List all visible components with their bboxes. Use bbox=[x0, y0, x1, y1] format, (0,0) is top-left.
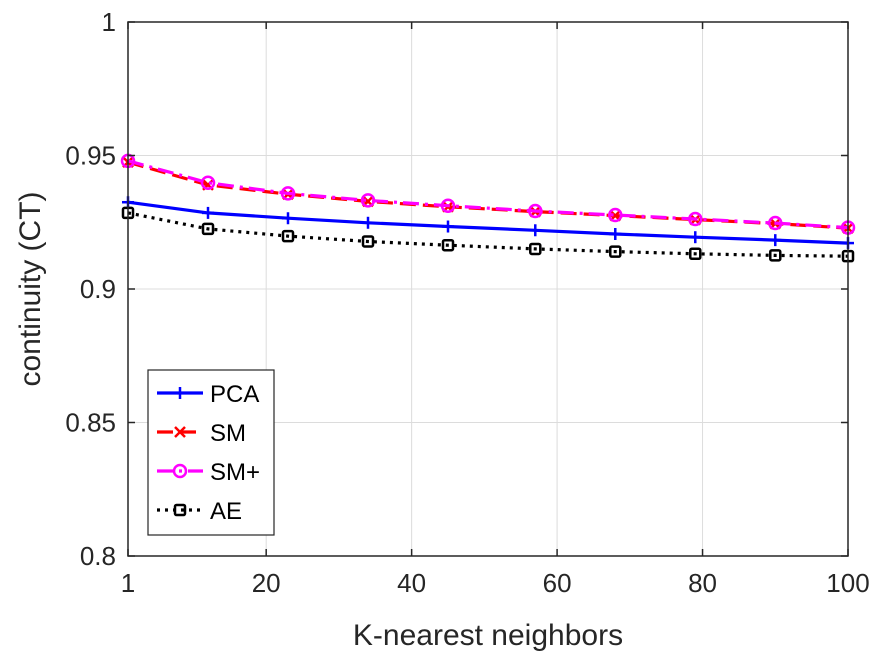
point-marker bbox=[202, 206, 214, 219]
point-marker bbox=[201, 222, 215, 236]
legend-label: PCA bbox=[210, 381, 259, 408]
y-tick-label: 0.85 bbox=[65, 408, 116, 438]
series-ae bbox=[121, 206, 855, 263]
point-marker bbox=[174, 387, 186, 399]
series-line bbox=[127, 159, 849, 230]
point-marker bbox=[608, 207, 623, 223]
point-marker bbox=[173, 503, 187, 517]
legend-label: SM bbox=[210, 420, 246, 447]
point-marker bbox=[609, 245, 622, 258]
point-marker bbox=[528, 203, 543, 219]
x-tick-label: 100 bbox=[826, 568, 869, 598]
y-tick-label: 0.8 bbox=[80, 541, 116, 571]
point-marker bbox=[440, 198, 456, 213]
x-tick-label: 60 bbox=[543, 568, 572, 598]
y-tick-label: 0.95 bbox=[65, 141, 116, 171]
x-tick-label: 20 bbox=[252, 568, 281, 598]
legend-entry: PCA bbox=[157, 381, 259, 408]
point-marker bbox=[689, 231, 702, 244]
legend: PCA SM SM+ AE bbox=[147, 369, 275, 536]
x-tick-label: 80 bbox=[688, 568, 717, 598]
y-axis-title: continuity (CT) bbox=[14, 191, 47, 386]
marker-stroke bbox=[174, 426, 186, 438]
series-line bbox=[127, 211, 849, 258]
point-marker bbox=[360, 193, 376, 208]
tick-labels: 1 20 40 60 80 100 0.8 0.85 0.9 0.95 1 bbox=[65, 7, 869, 598]
x-axis-title: K-nearest neighbors bbox=[353, 619, 623, 652]
point-marker bbox=[441, 238, 455, 252]
point-marker bbox=[768, 215, 783, 231]
point-marker bbox=[200, 175, 216, 190]
legend-entry: SM bbox=[157, 420, 246, 447]
x-tick-label: 40 bbox=[397, 568, 426, 598]
legend-entry: SM+ bbox=[157, 459, 260, 486]
point-marker bbox=[174, 426, 186, 438]
legend-label: AE bbox=[210, 498, 242, 525]
point-marker bbox=[172, 463, 188, 479]
y-tick-label: 1 bbox=[102, 7, 116, 37]
point-marker bbox=[769, 249, 782, 262]
point-marker bbox=[362, 216, 374, 229]
point-marker bbox=[609, 227, 622, 240]
ticks bbox=[127, 21, 849, 557]
point-marker bbox=[281, 229, 295, 243]
legend-entry: AE bbox=[157, 498, 242, 525]
y-tick-label: 0.9 bbox=[80, 274, 116, 304]
point-marker bbox=[769, 234, 782, 247]
point-marker bbox=[282, 212, 294, 225]
point-marker bbox=[361, 235, 375, 248]
x-tick-label: 1 bbox=[121, 568, 135, 598]
point-marker bbox=[529, 224, 542, 237]
series-line bbox=[127, 200, 849, 245]
point-marker bbox=[280, 186, 296, 201]
point-marker bbox=[689, 247, 702, 261]
legend-box bbox=[147, 369, 275, 536]
legend-label: SM+ bbox=[210, 459, 260, 486]
point-marker bbox=[529, 242, 542, 256]
point-marker bbox=[442, 220, 454, 233]
point-marker bbox=[688, 211, 703, 227]
